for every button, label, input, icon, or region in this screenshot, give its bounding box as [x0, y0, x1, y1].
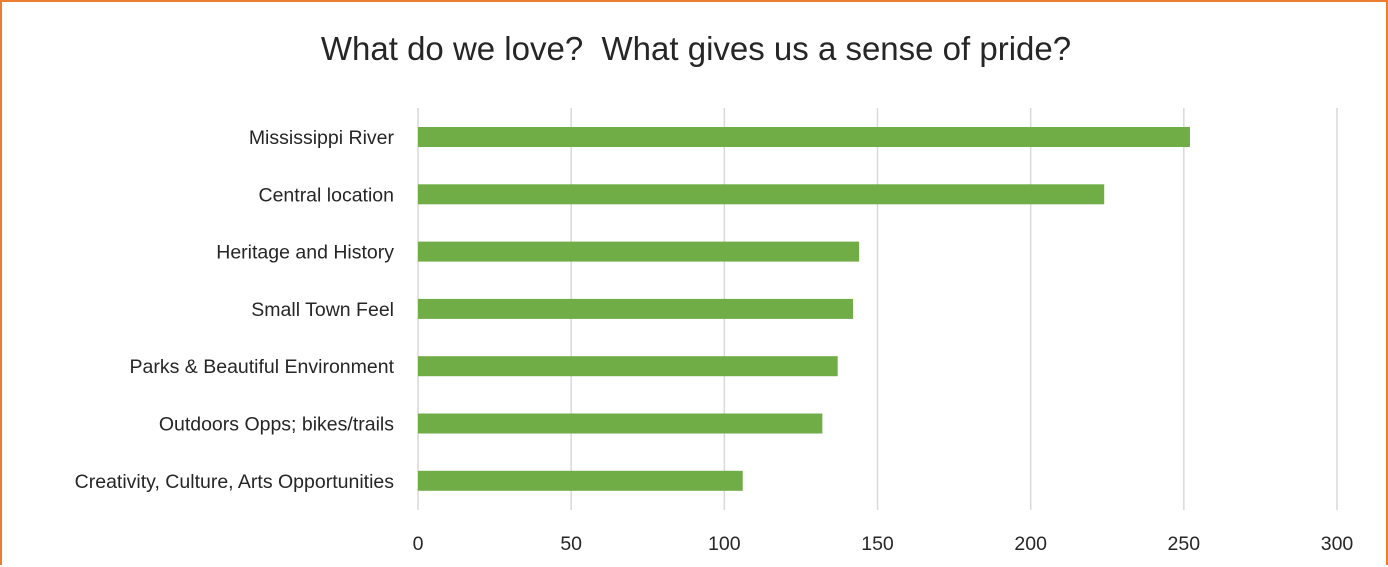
bar-4 [418, 356, 838, 377]
x-tick-label-0: 0 [413, 533, 424, 555]
category-label-5: Outdoors Opps; bikes/trails [159, 414, 394, 436]
bar-5 [418, 413, 823, 434]
bar-1 [418, 184, 1105, 205]
x-tick-label-50: 50 [560, 533, 582, 555]
chart-title: What do we love? What gives us a sense o… [320, 30, 1072, 67]
x-tick-label-250: 250 [1168, 533, 1201, 555]
category-label-6: Creativity, Culture, Arts Opportunities [75, 471, 395, 493]
category-label-1: Central location [259, 184, 395, 206]
bar-0 [418, 127, 1190, 147]
category-label-3: Small Town Feel [251, 299, 394, 321]
bar-2 [418, 241, 860, 262]
category-label-4: Parks & Beautiful Environment [130, 356, 395, 378]
x-tick-label-100: 100 [708, 533, 741, 555]
x-tick-label-200: 200 [1014, 533, 1047, 555]
x-tick-label-300: 300 [1321, 533, 1354, 555]
category-label-0: Mississippi River [249, 127, 395, 149]
x-tick-label-150: 150 [861, 533, 894, 555]
bar-6 [418, 470, 743, 491]
category-label-2: Heritage and History [216, 242, 394, 264]
bar-3 [418, 298, 853, 319]
